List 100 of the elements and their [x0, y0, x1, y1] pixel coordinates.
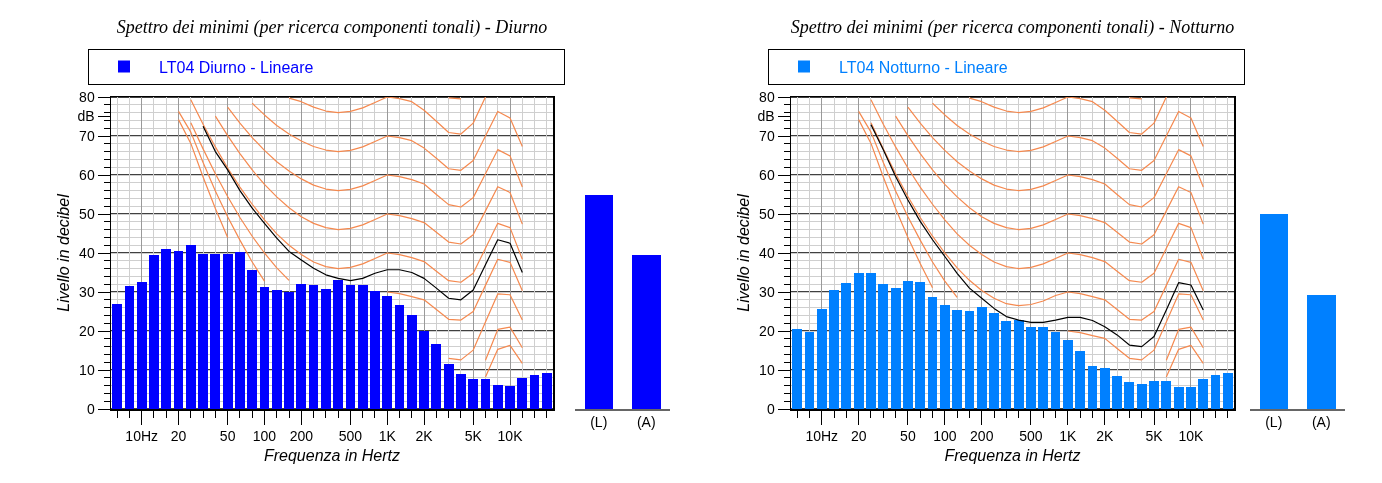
bar — [976, 307, 987, 409]
line-series — [190, 99, 523, 283]
bar — [517, 378, 528, 409]
bar — [939, 304, 950, 409]
x-tick-label: 20 — [850, 428, 867, 445]
x-tick-label: 20 — [170, 428, 187, 445]
y-tick-label: 80 — [759, 88, 775, 105]
x-tick-label: 10Hz — [805, 428, 839, 445]
x-tick-label: (A) — [1311, 414, 1331, 431]
bar — [1161, 381, 1172, 409]
y-tick-label: 30 — [759, 283, 775, 300]
y-axis-title: Livello in decibel — [54, 193, 72, 312]
y-tick-label: 40 — [79, 244, 95, 261]
line-series — [968, 97, 1167, 135]
line-series — [895, 115, 1204, 245]
bar — [1050, 332, 1061, 409]
bar — [456, 374, 466, 409]
x-tick-label: 100 — [933, 428, 957, 445]
bar — [1149, 381, 1159, 409]
chart-title: Spettro dei minimi (per ricerca componenti tonali) - Notturno — [790, 17, 1235, 39]
bar — [1186, 386, 1196, 409]
line-series — [251, 102, 523, 171]
x-tick-label: (L) — [1265, 414, 1283, 431]
bar — [247, 269, 258, 409]
bar — [1038, 326, 1049, 409]
line-series — [931, 102, 1204, 171]
y-tick-label: 60 — [759, 166, 775, 183]
bar — [136, 282, 147, 409]
x-tick-label: 10K — [1178, 428, 1205, 445]
x-axis-title: Frequenza in Hertz — [263, 446, 401, 464]
bar — [185, 245, 196, 409]
bar — [1001, 321, 1012, 409]
bar — [198, 253, 208, 409]
bar — [259, 286, 270, 409]
bar — [308, 285, 319, 409]
x-tick-label: 5K — [1145, 428, 1164, 445]
line-series — [907, 106, 1204, 208]
x-tick-label: 50 — [900, 428, 916, 445]
line-series — [214, 115, 523, 245]
bar — [853, 273, 864, 409]
y-axis-title: Livello in decibel — [734, 193, 752, 312]
bar — [841, 283, 852, 409]
x-tick-label: 100 — [252, 428, 277, 445]
y-tick-label: 0 — [766, 400, 775, 417]
x-tick-label: 5K — [464, 428, 483, 445]
bar — [284, 292, 294, 409]
bar — [161, 249, 172, 409]
bar — [382, 296, 393, 409]
y-tick-label: 10 — [79, 361, 95, 378]
chart-title: Spettro dei minimi (per ricerca componenti tonali) - Diurno — [116, 17, 548, 39]
bar — [1075, 350, 1086, 409]
line-series — [227, 106, 523, 208]
line-series — [870, 99, 1204, 283]
bar — [505, 385, 515, 409]
bar — [866, 273, 876, 409]
bar — [112, 303, 123, 409]
bar — [964, 311, 975, 409]
bar — [443, 363, 454, 409]
x-tick-label: 10Hz — [125, 428, 159, 445]
y-tick-label: 0 — [86, 400, 95, 417]
bar — [124, 286, 135, 409]
bar — [1222, 373, 1233, 409]
bar — [271, 290, 282, 409]
bar — [357, 284, 368, 409]
y-tick-label: 10 — [759, 361, 775, 378]
x-tick-label: 50 — [219, 428, 236, 445]
bar — [1136, 383, 1147, 409]
bar — [1099, 368, 1110, 409]
bar — [406, 315, 417, 409]
bar — [296, 283, 307, 409]
bar — [235, 252, 245, 409]
x-axis-title: Frequenza in Hertz — [944, 446, 1081, 464]
bar — [149, 254, 159, 409]
bar — [989, 313, 999, 409]
bar — [1062, 340, 1073, 409]
bar — [878, 283, 889, 409]
y-tick-label: dB — [757, 108, 775, 125]
bar — [529, 374, 540, 409]
x-tick-label: (L) — [590, 414, 608, 431]
bar — [394, 304, 405, 409]
y-tick-label: 30 — [79, 283, 95, 300]
bar — [173, 251, 184, 409]
bar — [1210, 374, 1221, 409]
y-tick-label: 50 — [759, 205, 775, 222]
bar — [902, 280, 913, 409]
bar — [1026, 326, 1036, 409]
y-tick-label: 40 — [759, 244, 775, 261]
bar — [345, 284, 356, 409]
y-tick-label: 70 — [759, 127, 775, 144]
y-tick-label: 50 — [79, 205, 95, 222]
bar — [210, 254, 221, 409]
x-tick-label: 500 — [1019, 428, 1043, 445]
y-tick-label: 20 — [79, 322, 95, 339]
bar — [419, 330, 429, 409]
bar — [804, 331, 815, 409]
bar — [952, 310, 963, 409]
bar — [1013, 320, 1024, 409]
bar — [480, 379, 491, 409]
y-tick-label: 70 — [79, 127, 95, 144]
y-tick-label: dB — [77, 108, 95, 125]
